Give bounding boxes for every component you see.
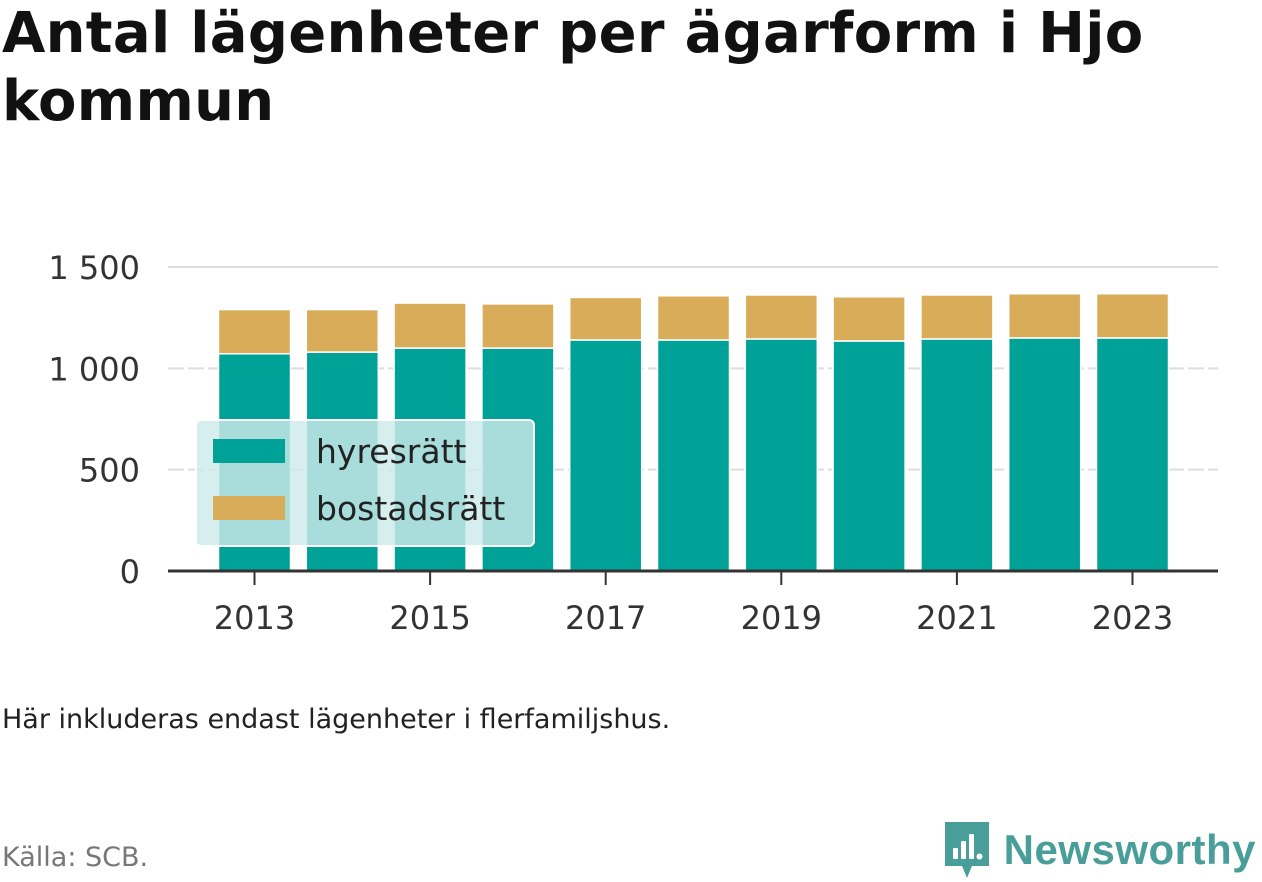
y-tick-label: 0 (120, 553, 140, 591)
bar-segment-bostadsratt (744, 294, 819, 340)
bar-segment-bostadsratt (568, 296, 643, 341)
legend: hyresrätt bostadsrätt (195, 419, 535, 547)
x-tick-label: 2015 (389, 599, 470, 637)
bar-segment-hyresratt (1007, 337, 1082, 572)
bar-segment-bostadsratt (393, 302, 467, 349)
x-tick-label: 2023 (1092, 599, 1173, 637)
legend-label: hyresrätt (316, 432, 467, 471)
bar-segment-hyresratt (920, 338, 994, 572)
brand-name: Newsworthy (1003, 826, 1256, 873)
y-tick-label: 1 000 (48, 350, 140, 388)
bar-segment-bostadsratt (832, 296, 906, 342)
x-axis-tick-labels: 2013 2015 2017 2019 2021 2023 (214, 599, 1173, 637)
y-axis-tick-labels: 0 500 1 000 1 500 (48, 249, 140, 591)
x-tick-label: 2019 (741, 599, 822, 637)
source-text: Källa: SCB. (2, 842, 149, 873)
brand-logo: Newsworthy (942, 818, 1256, 882)
legend-swatch (213, 496, 285, 520)
legend-swatch (213, 439, 285, 463)
bar-segment-hyresratt (568, 339, 643, 572)
bar-segment-hyresratt (1095, 337, 1170, 572)
bar-segment-hyresratt (832, 340, 906, 572)
chart-note: Här inkluderas endast lägenheter i flerf… (2, 704, 671, 735)
bar-segment-hyresratt (656, 339, 731, 572)
bar-segment-bostadsratt (305, 308, 380, 353)
x-axis (168, 569, 1218, 585)
bar-segment-bostadsratt (920, 294, 994, 340)
chart-title: Antal lägenheter per ägarform i Hjo komm… (2, 1, 1144, 134)
bar-segment-hyresratt (744, 338, 819, 572)
bar-segment-bostadsratt (481, 303, 555, 349)
y-tick-label: 500 (79, 452, 140, 490)
x-tick-label: 2021 (916, 599, 997, 637)
bar-segment-bostadsratt (656, 295, 731, 341)
bar-segment-bostadsratt (1095, 293, 1170, 339)
bar-segment-bostadsratt (217, 308, 292, 355)
newsworthy-logo-icon (944, 822, 989, 878)
x-tick-label: 2013 (214, 599, 295, 637)
bar-segment-bostadsratt (1007, 293, 1082, 339)
x-tick-label: 2017 (565, 599, 646, 637)
legend-label: bostadsrätt (316, 489, 505, 528)
y-tick-label: 1 500 (48, 249, 140, 287)
